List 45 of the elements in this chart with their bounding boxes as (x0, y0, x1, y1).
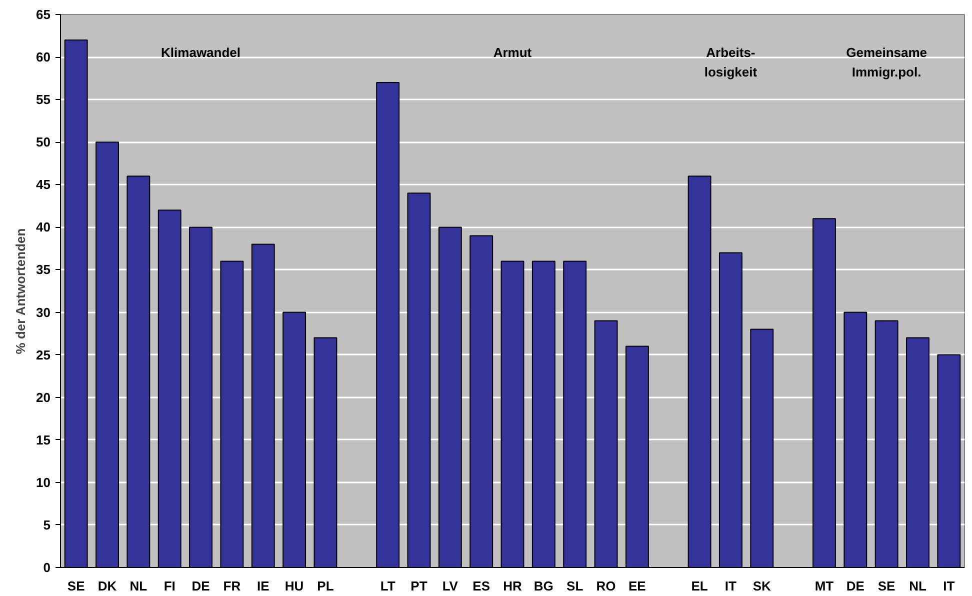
x-tick-label: DK (98, 578, 118, 594)
y-tick-label: 0 (43, 560, 51, 575)
x-tick-label: FI (164, 578, 176, 594)
x-tick-label: SK (752, 578, 772, 594)
y-tick-label: 55 (36, 92, 51, 108)
y-tick-label: 20 (36, 390, 51, 405)
x-tick-label: EL (691, 578, 708, 594)
y-tick-label: 50 (36, 134, 51, 150)
x-tick-label: EE (628, 578, 646, 594)
x-tick-label: DE (846, 578, 865, 594)
x-tick-label: IE (256, 578, 270, 594)
annotation: Klimawandel (161, 44, 241, 60)
x-tick-label: IT (724, 578, 737, 594)
x-tick-label: BG (534, 578, 554, 594)
x-tick-label: HR (503, 578, 522, 594)
y-tick-label: 30 (36, 304, 51, 320)
x-tick-label: LT (380, 578, 396, 594)
x-tick-label: NL (909, 578, 926, 594)
y-tick-label: 25 (36, 347, 51, 362)
y-tick-label: 5 (43, 517, 51, 532)
y-tick-label: 45 (36, 177, 51, 192)
x-tick-label: HU (284, 578, 304, 594)
x-tick-label: NL (130, 578, 148, 594)
y-tick-label: 35 (36, 262, 51, 278)
annotation: Gemeinsame Immigr.pol. (846, 44, 928, 80)
x-tick-label: ES (472, 578, 490, 594)
y-tick-label: 60 (36, 50, 51, 65)
x-tick-label: SL (566, 578, 584, 594)
y-tick-label: 65 (36, 7, 51, 22)
x-tick-label: PL (317, 578, 334, 594)
x-tick-label: RO (596, 578, 616, 594)
y-axis-title: % der Antwortenden (13, 228, 28, 354)
x-tick-label: LV (442, 578, 458, 594)
x-tick-label: PT (410, 578, 428, 594)
y-tick-label: 15 (36, 432, 51, 448)
y-tick-label: 40 (36, 220, 51, 235)
x-tick-label: DE (192, 578, 210, 594)
annotation: Arbeits- losigkeit (704, 44, 758, 80)
x-tick-label: SE (878, 578, 896, 594)
y-tick-label: 10 (36, 474, 51, 490)
x-tick-label: MT (814, 578, 834, 594)
x-tick-label: FR (223, 578, 242, 594)
x-tick-label: IT (943, 578, 955, 594)
x-tick-label: SE (67, 578, 86, 594)
annotation: Armut (493, 44, 532, 60)
